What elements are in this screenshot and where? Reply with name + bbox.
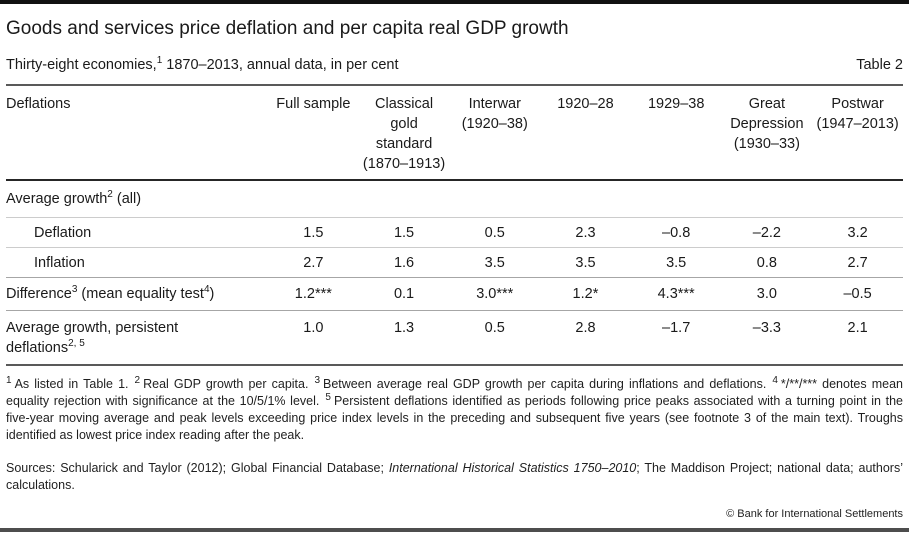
data-table: Deflations Full sample Classical gold st… — [6, 86, 903, 366]
sources-italic-title: International Historical Statistics 1750… — [388, 461, 637, 475]
row-label-inflation: Inflation — [6, 247, 268, 278]
sources-paragraph: Sources: Schularick and Taylor (2012); G… — [6, 461, 903, 492]
footnote-marker: 2 — [107, 189, 113, 201]
cell: 3.5 — [449, 247, 541, 278]
column-header-classical-gold-standard: Classical gold standard (1870–1913) — [358, 86, 450, 181]
cell: –1.7 — [630, 310, 722, 366]
page-content: Goods and services price deflation and p… — [0, 17, 909, 520]
footnote-3: 3 Between average real GDP growth per cap… — [314, 374, 767, 391]
column-header-1929-38: 1929–38 — [630, 86, 722, 181]
page-title: Goods and services price deflation and p… — [6, 18, 569, 39]
cell: –0.5 — [812, 277, 903, 311]
table-row-persistent-deflations: Average growth, persistent deflations2, 5… — [6, 310, 903, 366]
cell: 2.3 — [540, 217, 631, 248]
section-header-label: Average growth2 (all) — [6, 180, 903, 218]
cell: 3.0 — [721, 277, 813, 311]
column-header-postwar: Postwar (1947–2013) — [812, 86, 903, 181]
footnote-marker: 3 — [71, 284, 78, 296]
column-header-great-depression: Great Depression (1930–33) — [721, 86, 813, 181]
cell: 3.5 — [540, 247, 631, 278]
cell: 2.7 — [268, 247, 359, 278]
cell: –2.2 — [721, 217, 813, 248]
footnote-marker: 2 — [134, 374, 141, 386]
top-border-bar — [0, 0, 909, 4]
cell: 1.3 — [358, 310, 450, 366]
table-number-label: Table 2 — [856, 57, 903, 73]
page-subtitle: Thirty-eight economies,1 1870–2013, annu… — [6, 55, 399, 73]
cell: 2.1 — [812, 310, 903, 366]
cell: 3.0*** — [449, 277, 541, 311]
row-label-persistent-deflations: Average growth, persistent deflations2, 5 — [6, 310, 268, 366]
cell: –3.3 — [721, 310, 813, 366]
bottom-border-bar — [0, 528, 909, 532]
cell: 2.7 — [812, 247, 903, 278]
column-header-row: Deflations Full sample Classical gold st… — [6, 86, 903, 181]
cell: 1.2*** — [268, 277, 359, 311]
section-header-row: Average growth2 (all) — [6, 180, 903, 218]
footnote-marker: 3 — [314, 374, 321, 386]
cell: 3.2 — [812, 217, 903, 248]
footnote-marker: 4 — [203, 284, 210, 296]
cell: –0.8 — [630, 217, 722, 248]
cell: 4.3*** — [630, 277, 722, 311]
footnote-5: 5 Persistent deflations identified as per… — [6, 391, 903, 442]
column-header-1920-28: 1920–28 — [540, 86, 631, 181]
subtitle-footnote-marker: 1 — [156, 55, 163, 67]
cell: 0.8 — [721, 247, 813, 278]
cell: 1.2* — [540, 277, 631, 311]
cell: 1.6 — [358, 247, 450, 278]
footnotes-paragraph: 1 As listed in Table 1. 2 Real GDP growth p… — [6, 374, 903, 444]
footnote-1: 1 As listed in Table 1. — [6, 374, 129, 391]
row-label-difference: Difference3 (mean equality test4) — [6, 277, 268, 311]
subtitle-row: Thirty-eight economies,1 1870–2013, annu… — [6, 56, 903, 75]
cell: 1.5 — [358, 217, 450, 248]
cell: 2.8 — [540, 310, 631, 366]
column-header-interwar: Interwar (1920–38) — [449, 86, 541, 181]
footnote-marker: 1 — [6, 374, 12, 386]
cell: 0.5 — [449, 310, 541, 366]
column-header-full-sample: Full sample — [268, 86, 359, 181]
cell: 1.5 — [268, 217, 359, 248]
footnote-marker: 5 — [325, 391, 331, 403]
footnote-marker: 4 — [772, 374, 778, 386]
cell: 0.5 — [449, 217, 541, 248]
table-row-inflation: Inflation 2.7 1.6 3.5 3.5 3.5 0.8 2.7 — [6, 247, 903, 278]
table-row-difference: Difference3 (mean equality test4) 1.2***… — [6, 277, 903, 311]
cell: 0.1 — [358, 277, 450, 311]
cell: 3.5 — [630, 247, 722, 278]
cell: 1.0 — [268, 310, 359, 366]
header-rule — [6, 84, 903, 86]
row-label-deflation: Deflation — [6, 217, 268, 248]
footnote-4: 4 */**/*** denotes mean equality rejectio… — [6, 374, 903, 408]
copyright-notice: © Bank for International Settlements — [726, 508, 903, 520]
footnote-2: 2 Real GDP growth per capita. — [134, 374, 309, 391]
column-header-deflations: Deflations — [6, 86, 268, 181]
footnote-marker: 2, 5 — [68, 338, 85, 350]
table-row-deflation: Deflation 1.5 1.5 0.5 2.3 –0.8 –2.2 3.2 — [6, 217, 903, 248]
